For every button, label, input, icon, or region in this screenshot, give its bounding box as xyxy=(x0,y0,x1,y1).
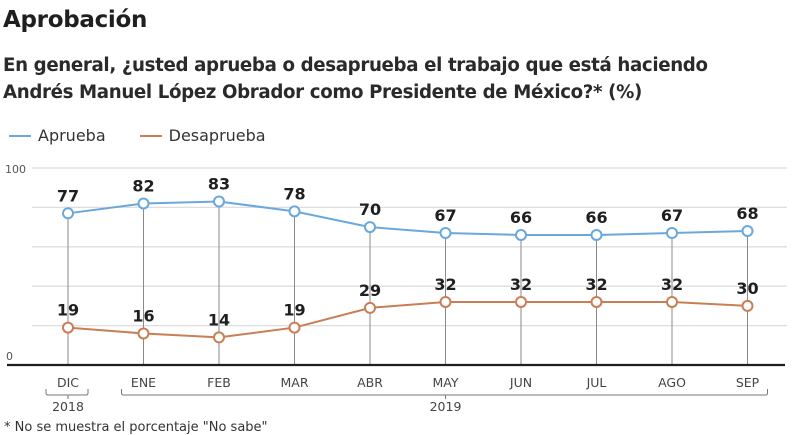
x-tick-label: JUN xyxy=(509,375,532,390)
chart-title: Aprobación xyxy=(3,7,148,33)
legend-label-desaprueba: Desaprueba xyxy=(168,126,266,145)
series-line-desaprueba xyxy=(67,300,748,339)
data-label-desaprueba: 14 xyxy=(208,310,230,329)
x-tick-label: DIC xyxy=(57,375,79,390)
y-tick-label: 100 xyxy=(5,163,26,176)
legend-swatch-desaprueba xyxy=(139,134,162,137)
x-tick-label: SEP xyxy=(736,375,760,390)
data-label-desaprueba: 16 xyxy=(132,306,154,325)
data-point-desaprueba xyxy=(590,295,603,308)
data-label-desaprueba: 29 xyxy=(359,281,381,300)
data-label-aprueba: 67 xyxy=(434,206,456,225)
y-tick-label: 0 xyxy=(6,350,13,363)
legend-label-aprueba: Aprueba xyxy=(38,126,106,145)
legend-item-aprueba: Aprueba xyxy=(9,126,106,145)
legend: Aprueba Desaprueba xyxy=(9,126,300,145)
data-label-aprueba: 67 xyxy=(661,206,683,225)
legend-item-desaprueba: Desaprueba xyxy=(139,126,266,145)
chart-subtitle: En general, ¿usted aprueba o desaprueba … xyxy=(3,52,798,106)
data-label-aprueba: 82 xyxy=(132,176,154,195)
data-label-aprueba: 70 xyxy=(359,200,381,219)
data-point-desaprueba xyxy=(213,331,225,344)
subtitle-line-1: En general, ¿usted aprueba o desaprueba … xyxy=(3,55,708,76)
data-label-aprueba: 77 xyxy=(57,186,79,205)
data-point-desaprueba xyxy=(364,301,376,314)
data-point-aprueba xyxy=(741,225,754,238)
data-point-aprueba xyxy=(288,205,301,218)
data-point-desaprueba xyxy=(62,321,74,334)
x-tick-label: FEB xyxy=(207,375,231,390)
data-point-desaprueba xyxy=(137,327,150,340)
year-bracket xyxy=(45,389,89,396)
data-label-aprueba: 83 xyxy=(208,174,230,193)
data-point-aprueba xyxy=(439,227,452,240)
data-label-aprueba: 78 xyxy=(283,184,305,203)
data-point-aprueba xyxy=(515,228,527,241)
footnote: * No se muestra el porcentaje "No sabe" xyxy=(4,420,268,435)
data-label-aprueba: 68 xyxy=(736,204,758,223)
data-point-desaprueba xyxy=(741,299,754,312)
data-label-desaprueba: 32 xyxy=(434,275,456,294)
year-bracket xyxy=(121,389,768,396)
data-label-aprueba: 66 xyxy=(585,208,607,227)
x-tick-label: JUL xyxy=(586,375,607,390)
data-label-desaprueba: 32 xyxy=(661,275,683,294)
data-label-desaprueba: 19 xyxy=(283,301,305,320)
legend-swatch-aprueba xyxy=(9,134,31,137)
data-point-desaprueba xyxy=(666,295,678,308)
series-line-aprueba xyxy=(67,200,748,236)
data-point-desaprueba xyxy=(439,295,452,308)
x-tick-label: ABR xyxy=(357,375,383,390)
data-point-desaprueba xyxy=(515,295,527,308)
x-tick-label: MAR xyxy=(280,375,308,390)
data-point-aprueba xyxy=(137,197,150,210)
data-point-aprueba xyxy=(590,228,603,241)
x-tick-label: AGO xyxy=(658,375,686,390)
x-tick-label: ENE xyxy=(131,375,156,390)
data-point-aprueba xyxy=(666,227,678,240)
year-label: 2019 xyxy=(430,399,462,414)
data-label-desaprueba: 32 xyxy=(585,275,607,294)
data-label-desaprueba: 32 xyxy=(510,275,532,294)
data-point-aprueba xyxy=(213,195,225,208)
data-point-aprueba xyxy=(62,207,74,220)
data-label-desaprueba: 30 xyxy=(736,279,758,298)
data-label-aprueba: 66 xyxy=(510,208,532,227)
subtitle-line-2: Andrés Manuel López Obrador como Preside… xyxy=(3,82,642,103)
data-label-desaprueba: 19 xyxy=(57,301,79,320)
data-point-desaprueba xyxy=(288,321,301,334)
year-label: 2018 xyxy=(52,399,84,414)
data-point-aprueba xyxy=(364,221,376,234)
x-tick-label: MAY xyxy=(432,375,458,390)
